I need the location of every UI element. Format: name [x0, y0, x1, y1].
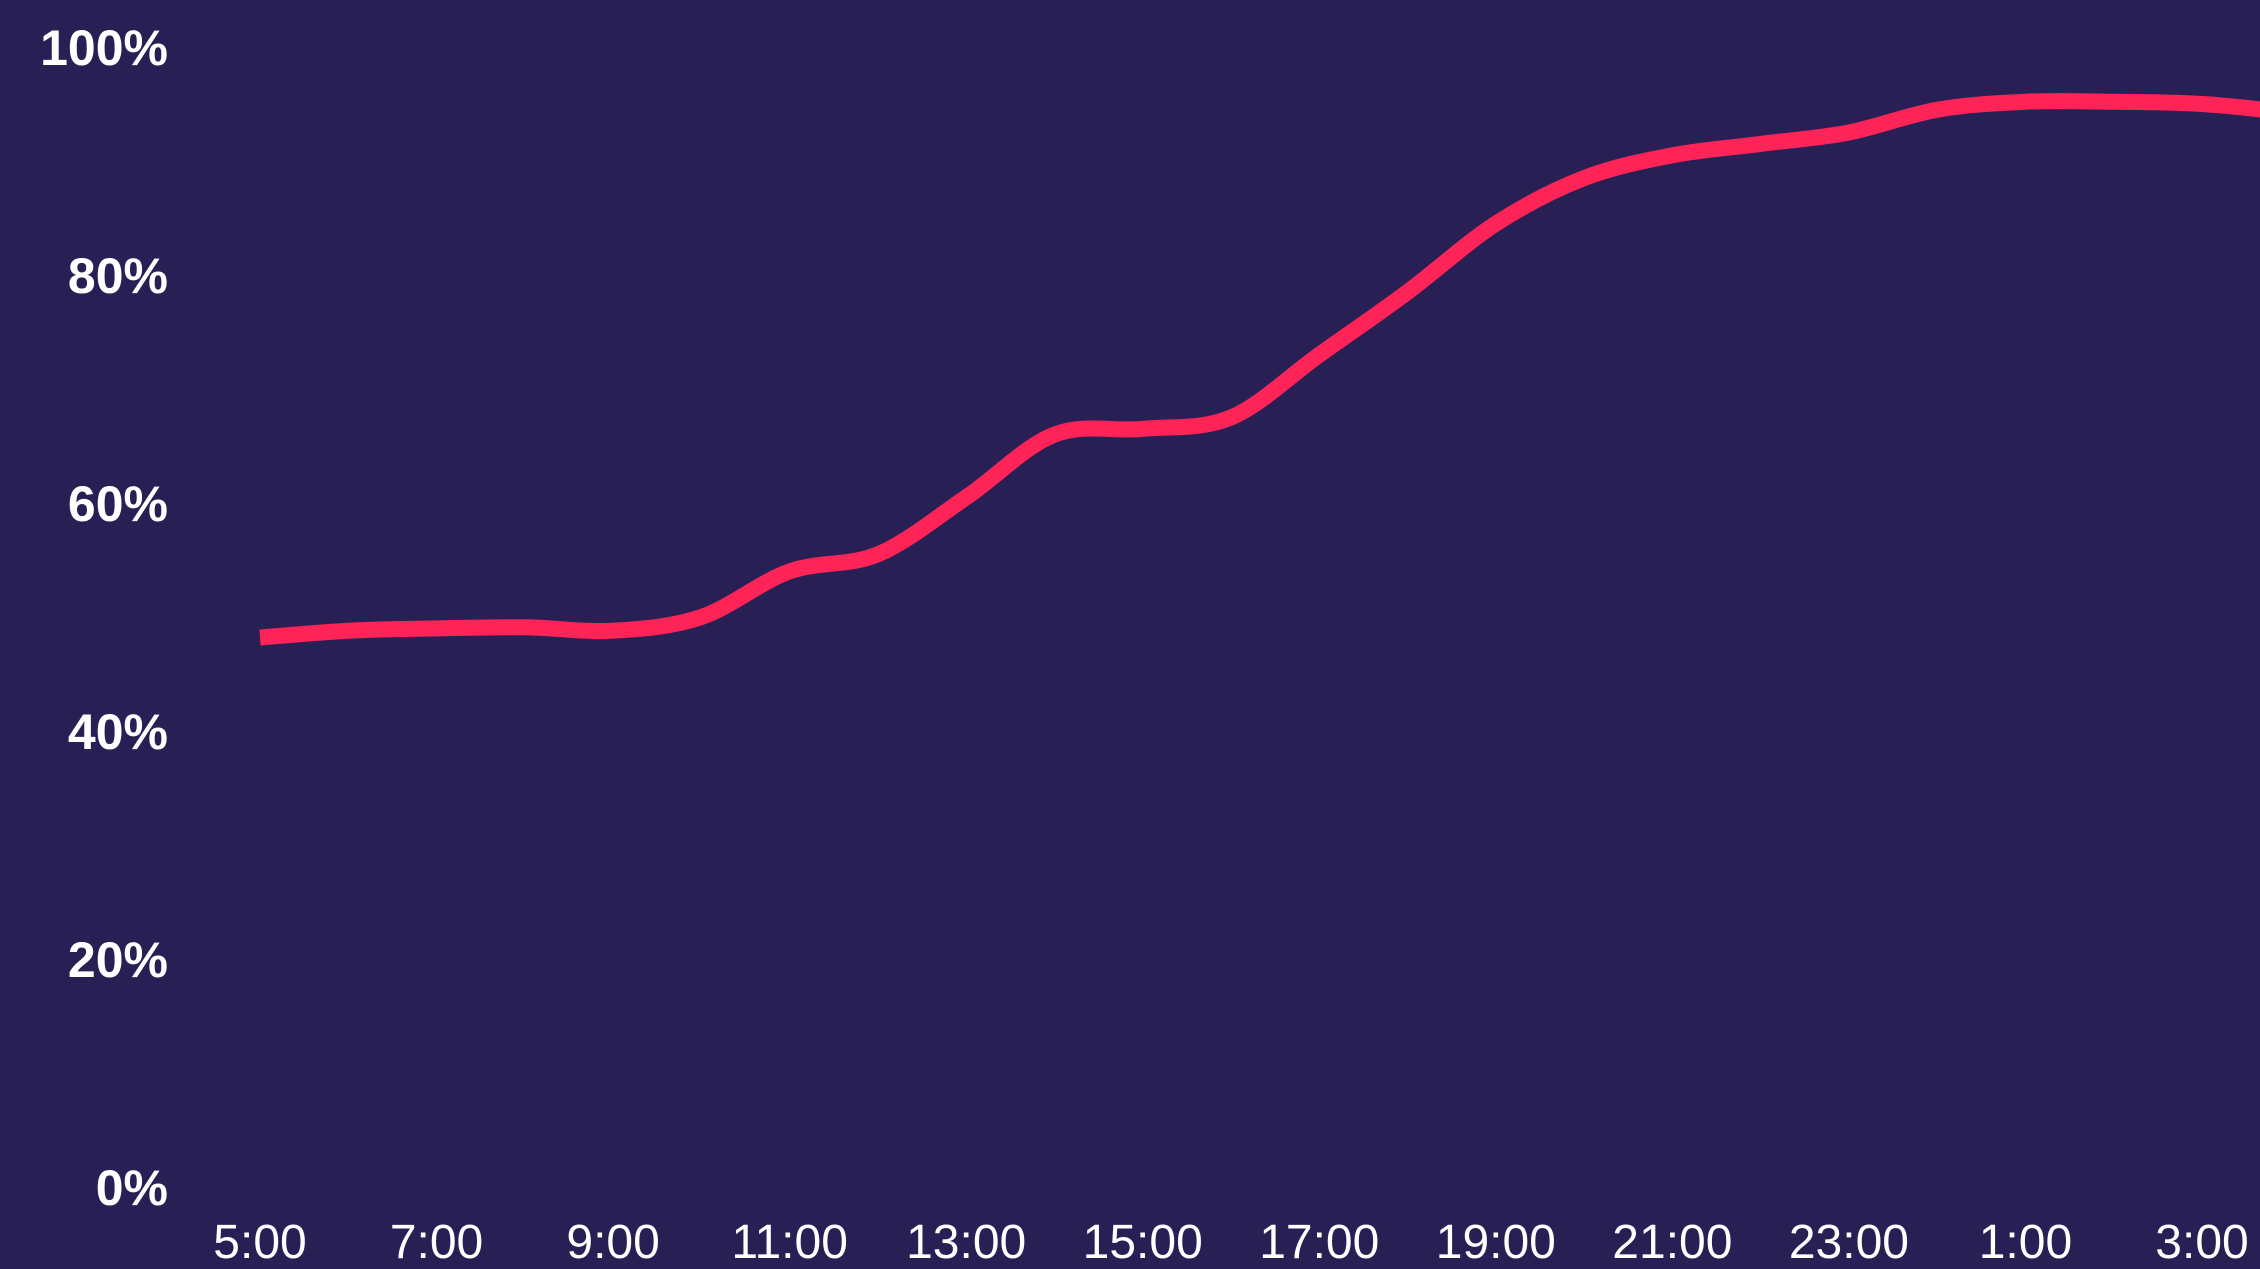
- x-tick-label: 17:00: [1259, 1216, 1379, 1269]
- x-tick-label: 9:00: [566, 1216, 659, 1269]
- x-tick-label: 5:00: [213, 1216, 306, 1269]
- y-tick-label: 100%: [40, 20, 168, 76]
- y-tick-label: 60%: [68, 476, 168, 532]
- y-axis: 0% 20% 40% 60% 80% 100%: [40, 20, 168, 1216]
- y-tick-label: 40%: [68, 704, 168, 760]
- plot-area: [259, 93, 2260, 646]
- y-tick-label: 0%: [96, 1160, 168, 1216]
- x-tick-label: 19:00: [1436, 1216, 1556, 1269]
- x-tick-label: 7:00: [390, 1216, 483, 1269]
- x-tick-label: 13:00: [906, 1216, 1026, 1269]
- x-tick-label: 1:00: [1979, 1216, 2072, 1269]
- series-line: [259, 93, 2260, 646]
- x-tick-label: 15:00: [1083, 1216, 1203, 1269]
- x-tick-label: 21:00: [1612, 1216, 1732, 1269]
- x-tick-label: 3:00: [2155, 1216, 2248, 1269]
- x-axis: 5:00 7:00 9:00 11:00 13:00 15:00 17:00 19:00 21:…: [213, 1216, 2248, 1269]
- x-tick-label: 11:00: [731, 1216, 848, 1269]
- y-tick-label: 20%: [68, 932, 168, 988]
- y-tick-label: 80%: [68, 248, 168, 304]
- x-tick-label: 23:00: [1789, 1216, 1909, 1269]
